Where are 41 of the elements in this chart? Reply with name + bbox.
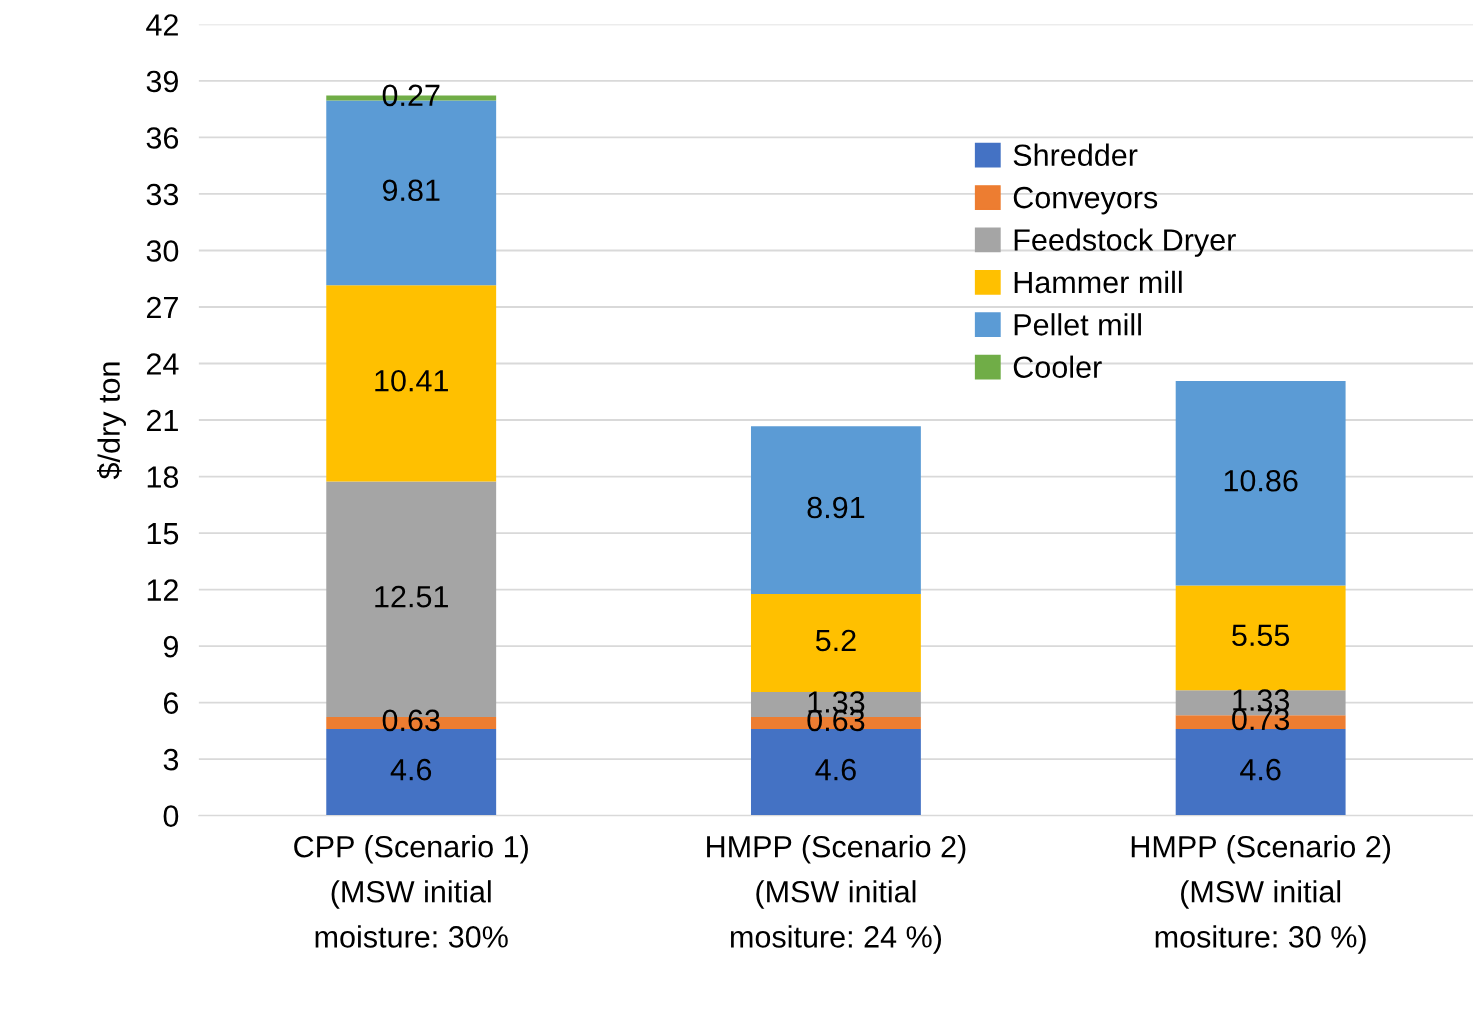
bar xyxy=(750,426,921,595)
data-label: 4.6 xyxy=(815,758,856,781)
bar xyxy=(1175,381,1346,586)
y-axis-title: $/dry ton xyxy=(97,362,126,480)
legend-label: Cooler xyxy=(1013,355,1102,379)
y-tick-label: 33 xyxy=(146,183,179,206)
y-tick-label: 6 xyxy=(163,692,179,714)
y-tick-label: 3 xyxy=(163,748,179,771)
y-tick-label: 42 xyxy=(146,14,178,36)
data-label: 5.55 xyxy=(1232,624,1290,647)
legend-label: Pellet mill xyxy=(1014,313,1141,336)
y-tick-label: 0 xyxy=(163,805,179,828)
y-tick-label: 39 xyxy=(146,70,178,93)
data-label: 8.91 xyxy=(807,496,865,519)
data-label: 9.81 xyxy=(382,179,440,202)
data-label: 5.2 xyxy=(815,629,856,652)
legend-label: Conveyors xyxy=(1013,186,1158,215)
bar xyxy=(1175,585,1346,691)
legend-label: Shredder xyxy=(1013,143,1138,167)
y-tick-label: 36 xyxy=(146,127,179,149)
y-tick-label: 9 xyxy=(163,635,178,658)
data-label: 10.86 xyxy=(1224,469,1298,492)
x-tick-label: HMPP (Scenario 2) (MSW initial mositure: 24 %) xyxy=(707,835,966,954)
x-tick-label: HMPP (Scenario 2) (MSW initial mositure: 30 %) xyxy=(1131,835,1391,954)
data-label: 12.51 xyxy=(375,585,448,608)
y-tick-label: 18 xyxy=(147,466,179,488)
bar xyxy=(326,285,497,482)
data-label: 10.41 xyxy=(375,369,448,392)
bar xyxy=(750,594,921,693)
legend-label: Hammer mill xyxy=(1014,270,1182,294)
x-tick-label: CPP (Scenario 1) (MSW initial moisture: 30% xyxy=(294,835,528,948)
y-tick-label: 30 xyxy=(146,240,179,262)
y-tick-label: 15 xyxy=(147,523,179,545)
legend-label: Feedstock Dryer xyxy=(1014,228,1236,257)
y-tick-label: 24 xyxy=(146,353,179,375)
data-label: 4.6 xyxy=(390,758,432,781)
y-tick-label: 12 xyxy=(147,579,178,601)
data-label: 4.6 xyxy=(1240,758,1281,781)
y-tick-label: 27 xyxy=(146,296,178,319)
data-label: 0.63 xyxy=(382,709,440,732)
y-tick-label: 21 xyxy=(146,409,178,432)
